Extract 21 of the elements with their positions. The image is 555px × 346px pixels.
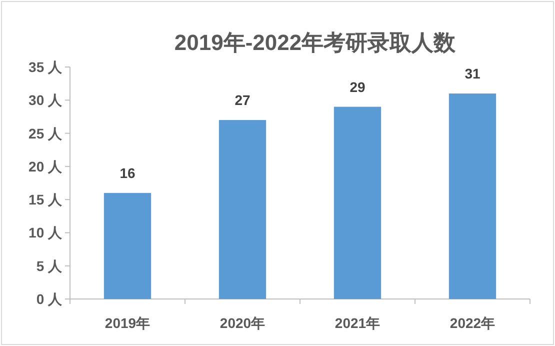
bar <box>104 192 152 299</box>
x-tick-label: 2019年 <box>104 315 150 331</box>
bar <box>218 120 266 299</box>
y-tick-label: 30 人 <box>28 92 63 108</box>
data-label: 16 <box>120 164 136 181</box>
y-tick-label: 0 人 <box>36 291 63 307</box>
y-tick-label: 25 人 <box>28 125 63 142</box>
x-tick-label: 2020年 <box>220 315 266 331</box>
x-tick-label: 2022年 <box>450 315 496 331</box>
y-tick-label: 15 人 <box>28 192 63 208</box>
data-label: 27 <box>234 92 250 108</box>
x-tick-label: 2021年 <box>334 315 380 331</box>
data-label: 29 <box>350 78 366 95</box>
y-tick-label: 10 人 <box>28 224 63 241</box>
bar <box>448 94 496 299</box>
chart-title: 2019年-2022年考研录取人数 <box>174 30 457 55</box>
bar <box>334 106 382 299</box>
data-label: 31 <box>464 66 480 82</box>
y-tick-label: 35 人 <box>28 59 63 75</box>
y-tick-label: 20 人 <box>28 158 63 174</box>
y-tick-label: 5 人 <box>36 258 63 274</box>
